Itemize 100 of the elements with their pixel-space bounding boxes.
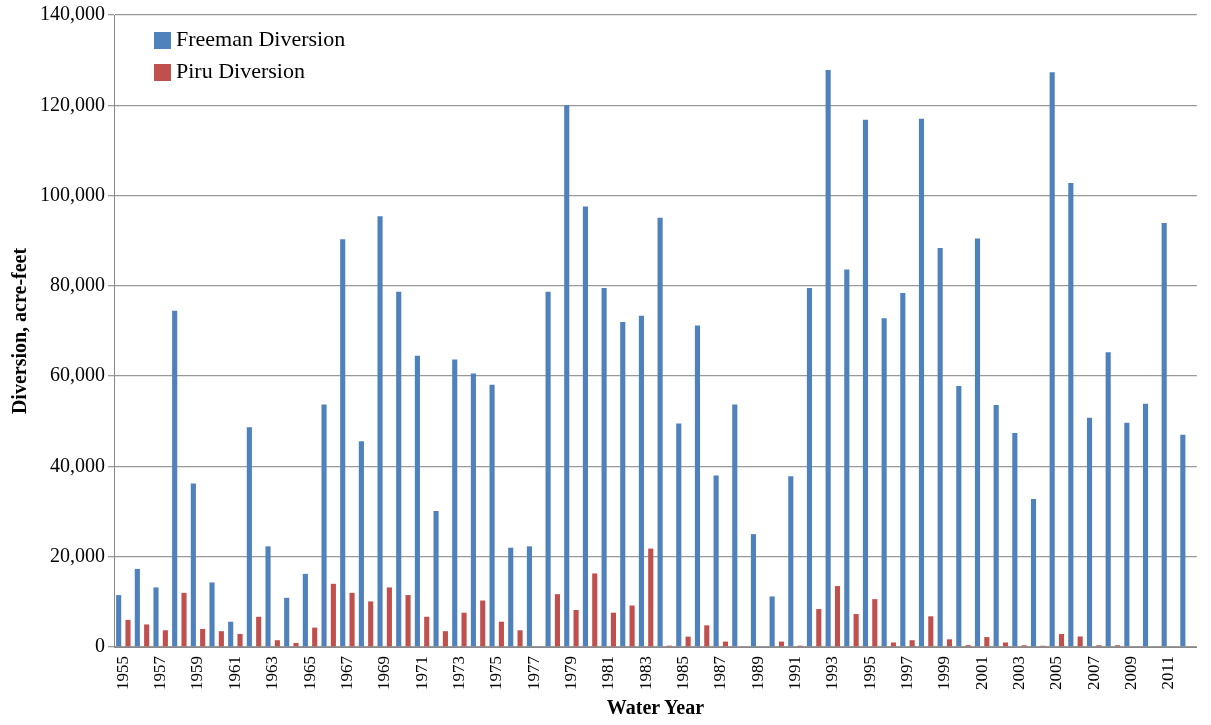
bar (657, 217, 663, 647)
bar (172, 310, 178, 647)
bar (806, 288, 813, 647)
y-tick-label: 140,000 (40, 2, 105, 25)
bar (704, 625, 710, 647)
y-tick-label: 80,000 (50, 273, 105, 296)
bar (946, 639, 953, 647)
x-tick-label: 2011 (1158, 656, 1178, 690)
bar (694, 325, 701, 647)
bar (340, 239, 346, 647)
bar (312, 627, 318, 647)
bar (601, 288, 607, 647)
bar (881, 318, 887, 647)
x-tick-label: 1957 (150, 655, 170, 690)
bar (116, 595, 122, 647)
bar (498, 621, 504, 647)
bar (928, 616, 934, 647)
x-tick-label: 1993 (822, 656, 842, 690)
bar (872, 599, 878, 647)
bar (984, 637, 990, 647)
bar (508, 547, 514, 647)
bar (433, 511, 439, 647)
bar (564, 105, 570, 647)
bar (890, 642, 897, 647)
bar (489, 384, 495, 647)
x-tick-label: 1979 (560, 656, 580, 690)
y-tick-label: 120,000 (40, 92, 105, 115)
bar (162, 630, 168, 647)
bar (1002, 642, 1009, 647)
bar (358, 441, 364, 647)
bar (1030, 498, 1037, 647)
bar (825, 70, 831, 647)
y-tick-label: 100,000 (40, 182, 105, 205)
bar (769, 596, 775, 647)
bar (554, 594, 560, 647)
x-tick-label: 1959 (187, 656, 207, 690)
bar (302, 573, 308, 647)
bar (386, 587, 392, 647)
bar (349, 592, 355, 647)
x-tick-label: 1971 (411, 656, 431, 690)
x-tick-label: 1991 (784, 656, 804, 690)
x-tick-label: 1987 (710, 655, 730, 690)
bar (1124, 422, 1130, 647)
bar (405, 595, 411, 647)
bar (862, 119, 869, 647)
bar (181, 592, 187, 647)
bar (582, 206, 588, 647)
bar (1012, 433, 1018, 647)
bar (396, 291, 402, 647)
bar (153, 587, 159, 647)
bar (480, 600, 486, 647)
x-tick-label: 1999 (934, 656, 954, 690)
x-tick-label: 1969 (374, 656, 394, 690)
x-tick-label: 1955 (112, 656, 132, 690)
bar (629, 605, 635, 647)
x-tick-label: 1977 (523, 655, 543, 690)
bar (620, 321, 626, 647)
bar (1068, 182, 1074, 647)
bar (144, 624, 150, 647)
bar (265, 546, 271, 647)
bar (610, 612, 616, 647)
bar (461, 612, 467, 647)
bar (134, 568, 140, 647)
bar (517, 630, 523, 647)
bar (125, 619, 131, 647)
bar (246, 427, 252, 647)
bar (1142, 403, 1149, 647)
x-tick-label: 1981 (598, 656, 618, 690)
bar (853, 614, 859, 647)
bar (937, 247, 943, 647)
y-axis-title: Diversion, acre-feet (8, 247, 31, 415)
y-tick-label: 0 (95, 634, 105, 657)
bar (470, 373, 476, 647)
bar (573, 609, 579, 647)
bar (330, 583, 336, 647)
bar (909, 640, 915, 647)
bar (1058, 633, 1065, 647)
x-tick-label: 1989 (747, 656, 767, 690)
bar (424, 616, 430, 647)
x-tick-label: 2007 (1083, 655, 1103, 690)
bar (1180, 434, 1186, 647)
bar (788, 476, 794, 647)
bar (209, 582, 215, 647)
x-tick-label: 1975 (486, 656, 506, 690)
bar (545, 291, 551, 647)
x-tick-label: 1965 (299, 656, 319, 690)
x-tick-label: 1983 (635, 656, 655, 690)
bar (368, 601, 374, 647)
bar (638, 315, 644, 647)
bar (377, 216, 383, 647)
bar (1077, 636, 1083, 647)
x-tick-label: 1963 (262, 656, 282, 690)
bar (974, 238, 981, 647)
bar (816, 609, 822, 647)
x-tick-label: 2003 (1008, 656, 1028, 690)
bar (750, 534, 757, 647)
bar (956, 386, 962, 647)
bar (442, 631, 448, 647)
legend-label: Piru Diversion (176, 57, 305, 83)
bar (844, 269, 850, 647)
